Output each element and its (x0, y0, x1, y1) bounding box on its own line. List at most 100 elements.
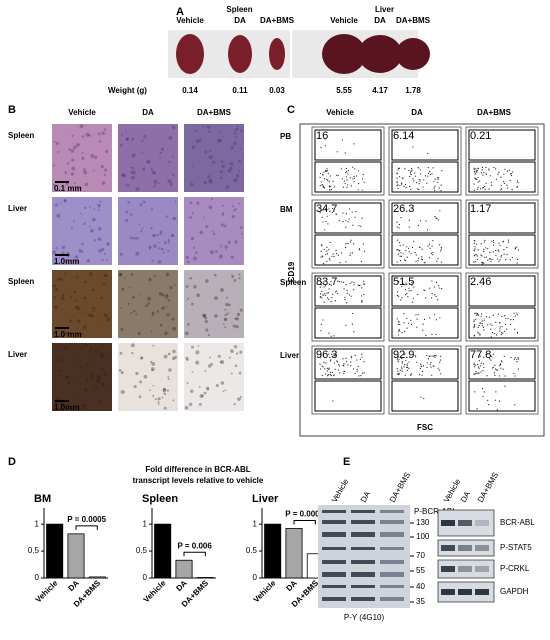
event-dot (345, 167, 348, 170)
blot-band (322, 532, 346, 537)
event-dot (511, 256, 513, 259)
texture (224, 245, 228, 249)
event-dot (323, 281, 325, 283)
group-label: Vehicle (176, 16, 204, 25)
texture (103, 252, 106, 255)
event-dot (396, 261, 398, 263)
bar (285, 528, 303, 579)
event-dot (403, 322, 405, 324)
texture (163, 406, 167, 410)
event-dot (487, 248, 489, 250)
texture (212, 160, 216, 164)
event-dot (398, 241, 401, 244)
texture (191, 345, 194, 349)
texture (90, 154, 95, 158)
texture (141, 139, 144, 143)
texture (209, 250, 214, 255)
texture (141, 227, 144, 230)
event-dot (473, 325, 476, 327)
texture (225, 296, 229, 299)
event-dot (329, 189, 331, 191)
event-dot (343, 180, 345, 182)
event-dot (347, 170, 349, 172)
texture (92, 217, 96, 222)
texture (90, 314, 94, 317)
organ (176, 34, 204, 74)
event-dot (410, 188, 412, 190)
event-dot (331, 296, 333, 299)
event-dot (499, 330, 501, 332)
texture (129, 213, 133, 216)
texture (96, 377, 101, 382)
texture (208, 356, 211, 359)
blot-band (380, 560, 404, 564)
y-tick-label: 0.5 (246, 546, 258, 555)
event-dot (439, 250, 442, 252)
blot-label: BCR-ABL (500, 518, 535, 527)
event-dot (321, 256, 324, 258)
chart-title: Fold difference in BCR-ABL (145, 465, 250, 474)
event-dot (330, 281, 332, 283)
event-dot (473, 254, 476, 257)
event-dot (346, 179, 348, 181)
flow-plot (465, 126, 539, 196)
gate (468, 129, 536, 161)
texture (128, 286, 131, 289)
event-dot (440, 189, 442, 192)
texture (226, 312, 229, 315)
event-dot (327, 292, 330, 294)
texture (79, 124, 84, 129)
event-dot (397, 370, 399, 372)
event-dot (426, 366, 428, 369)
event-dot (473, 189, 475, 191)
event-dot (319, 293, 322, 295)
event-dot (352, 224, 354, 226)
event-dot (323, 361, 325, 364)
event-dot (328, 367, 330, 369)
event-dot (396, 239, 398, 241)
texture (240, 395, 243, 398)
event-dot (347, 173, 349, 175)
event-dot (335, 213, 338, 215)
event-dot (426, 354, 428, 356)
texture (166, 293, 169, 296)
event-dot (476, 312, 479, 315)
texture (97, 203, 101, 208)
texture (59, 358, 63, 362)
blot-band (380, 520, 404, 524)
texture (172, 349, 176, 354)
event-dot (481, 255, 483, 257)
histology-image (184, 197, 244, 265)
event-dot (499, 328, 501, 330)
texture (92, 169, 95, 172)
event-dot (399, 369, 401, 371)
weight-value: 4.17 (372, 86, 388, 95)
event-dot (334, 300, 337, 302)
texture (53, 261, 56, 264)
blot-band (380, 585, 404, 588)
event-dot (485, 182, 487, 184)
event-dot (423, 262, 425, 264)
texture (141, 167, 146, 171)
event-dot (475, 168, 477, 170)
event-dot (422, 365, 425, 367)
texture (163, 241, 167, 245)
event-dot (511, 188, 513, 191)
texture (88, 272, 93, 276)
event-dot (501, 188, 503, 190)
event-dot (429, 363, 431, 365)
texture (98, 249, 102, 253)
event-dot (408, 169, 410, 172)
event-dot (406, 363, 408, 365)
blot-label: P-STAT5 (500, 543, 532, 552)
event-dot (473, 261, 475, 263)
event-dot (409, 175, 411, 178)
event-dot (435, 319, 438, 321)
texture (92, 306, 96, 310)
blot (437, 559, 495, 579)
event-dot (477, 314, 479, 316)
texture (67, 380, 71, 384)
event-dot (333, 354, 335, 357)
texture (104, 168, 108, 172)
texture (220, 170, 224, 173)
